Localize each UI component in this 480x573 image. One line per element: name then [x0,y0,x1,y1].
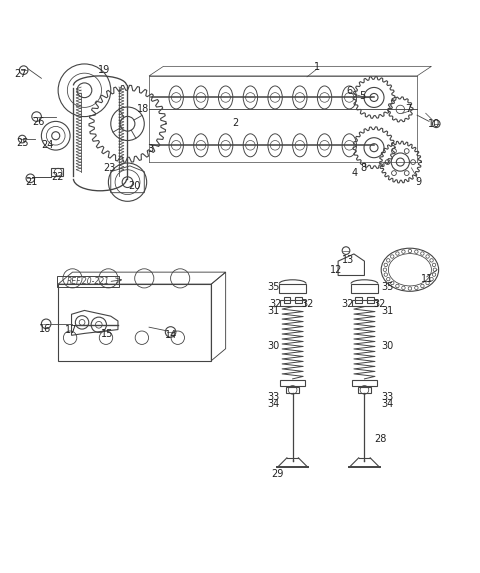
Text: 33: 33 [381,391,394,402]
Text: 1: 1 [313,62,320,72]
Text: 16: 16 [39,324,51,333]
Text: 22: 22 [51,172,63,182]
Text: 6: 6 [346,86,352,96]
Text: 24: 24 [41,140,54,150]
Text: 35: 35 [267,282,280,292]
Text: 9: 9 [415,177,421,187]
Text: 32: 32 [341,299,354,309]
Text: 30: 30 [381,342,394,351]
Text: 19: 19 [97,65,110,75]
Bar [367,297,373,303]
Text: 8: 8 [360,163,367,173]
Text: 29: 29 [271,469,284,479]
Text: 2: 2 [232,118,239,128]
Bar [286,387,300,393]
Text: 12: 12 [330,265,342,274]
Text: 28: 28 [374,434,386,444]
Text: 32: 32 [373,299,386,309]
Bar [351,284,378,293]
Text: 17: 17 [65,324,77,335]
Text: 30: 30 [267,342,280,351]
Text: 32: 32 [270,299,282,309]
Text: 32: 32 [302,299,314,309]
Text: 5: 5 [359,92,365,101]
Text: 15: 15 [101,329,113,339]
Text: 33: 33 [267,391,280,402]
Text: 31: 31 [381,307,394,316]
Text: 18: 18 [137,104,149,115]
Bar [352,300,377,305]
Text: 7: 7 [405,104,411,115]
Text: 21: 21 [25,177,38,187]
Bar [295,297,302,303]
Text: 20: 20 [129,181,141,191]
Text: 13: 13 [342,255,354,265]
Text: 31: 31 [267,307,280,316]
Bar [358,387,371,393]
Text: REF.20-221: REF.20-221 [67,277,110,286]
Text: 10: 10 [428,119,440,129]
Text: 27: 27 [14,69,27,79]
Bar [280,380,305,386]
Text: 14: 14 [165,330,177,340]
Bar [51,168,63,176]
Bar [280,300,305,305]
Text: 34: 34 [381,399,394,409]
Text: 35: 35 [381,282,394,292]
Text: 34: 34 [267,399,280,409]
Text: 4: 4 [352,167,358,178]
Bar [352,380,377,386]
Bar [58,284,211,360]
Text: 23: 23 [104,163,116,173]
Bar [284,297,290,303]
Bar [355,297,362,303]
Text: 3: 3 [147,144,153,154]
Text: 11: 11 [420,274,433,284]
Text: 26: 26 [32,117,44,127]
Text: 25: 25 [16,138,28,148]
Bar [279,284,306,293]
